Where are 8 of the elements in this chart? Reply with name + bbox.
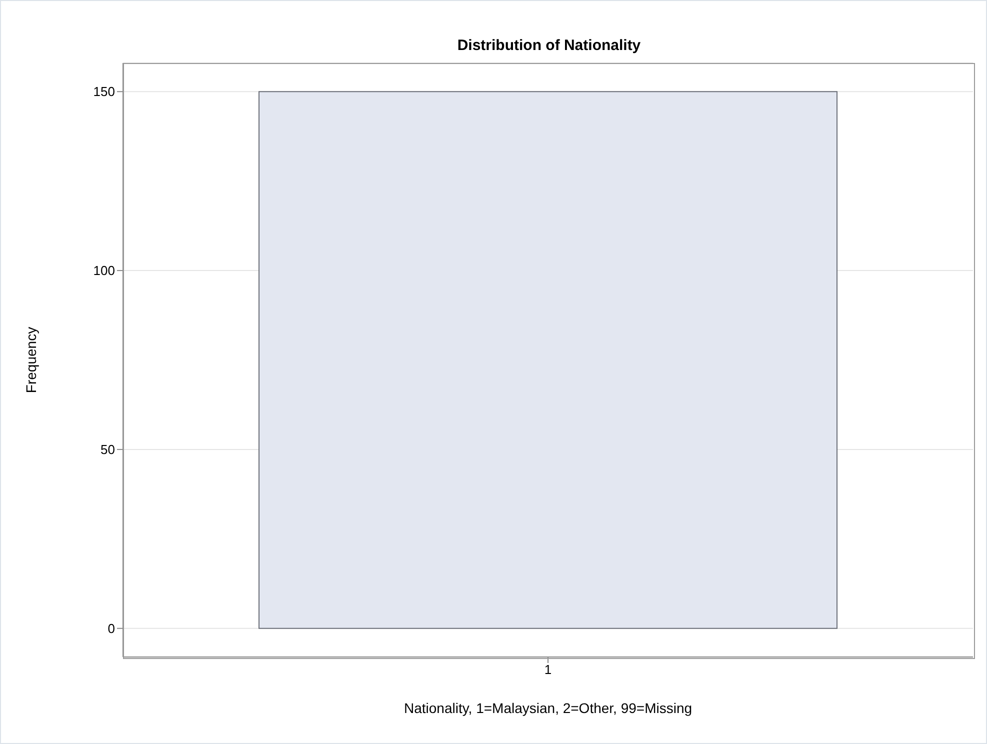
y-tick-label: 100 [93,263,115,278]
y-tick-label: 0 [108,620,115,636]
x-axis-title: Nationality, 1=Malaysian, 2=Other, 99=Missing [404,700,692,716]
y-tick-label: 150 [93,84,115,100]
y-tick-label: 50 [100,442,115,458]
x-tick-label: 1 [544,662,552,678]
y-axis-title: Frequency [22,326,39,394]
chart-title: Distribution of Nationality [456,37,642,54]
